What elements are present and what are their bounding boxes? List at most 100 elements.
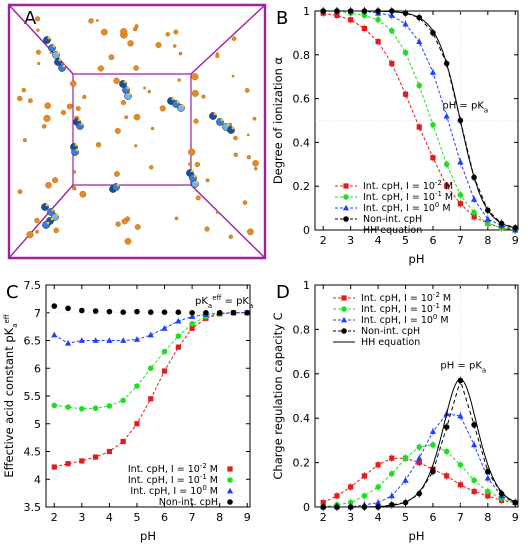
x-tick-label: 4 [375, 234, 382, 247]
panel-label-b: B [276, 8, 288, 29]
counterion-bead [75, 148, 79, 152]
data-point [106, 337, 113, 343]
ion-particle [133, 113, 141, 121]
x-tick-label: 9 [244, 511, 251, 524]
y-tick-label: 7.5 [24, 279, 42, 292]
effective-pka-panel: C 2 3 4 5 6 7 8 9 3.5 4 4.5 5 5.5 6 6.5 7 7.5 pH Effective… [2, 279, 253, 543]
data-point [147, 331, 154, 338]
legend-label: HH equation [361, 337, 420, 348]
ion-particle [215, 53, 220, 58]
ion-particle [70, 80, 77, 87]
ion-particle [75, 106, 81, 111]
ion-particle [133, 26, 138, 32]
counterion-bead [46, 221, 50, 225]
data-point [175, 309, 182, 315]
polymer-chain [167, 97, 185, 112]
y-tick-label: 3.5 [24, 501, 42, 514]
ion-particle [35, 16, 41, 22]
counterion-bead [45, 203, 49, 207]
x-tick-label: 2 [320, 234, 327, 247]
counterion-bead [231, 126, 235, 130]
x-axis-label: pH [140, 529, 156, 543]
y-axis-label: Effective acid constant pKaeff [2, 314, 19, 477]
data-point [120, 337, 127, 343]
polymer-chain [70, 143, 79, 156]
y-axis-label: Charge regulation capacity C [271, 312, 285, 479]
legend-item: Int. cpH, I = 100 M [333, 313, 449, 326]
legend-marker [343, 194, 349, 200]
counterion-bead [116, 183, 120, 187]
legend-item: Non-int. cpH [335, 214, 422, 225]
plot-frame [314, 284, 519, 508]
hh-curve [315, 10, 516, 229]
data-point [189, 325, 195, 331]
series-line [54, 312, 248, 344]
counterion-bead [58, 58, 62, 62]
data-point [161, 348, 168, 355]
data-point [161, 309, 168, 315]
polymer-chain [119, 80, 132, 100]
data-point [134, 383, 140, 389]
ion-particle [215, 210, 219, 214]
ion-particle [17, 95, 23, 102]
legend-label: Int. cpH, I = 10-1 M [128, 473, 218, 486]
y-tick-label: 0.6 [293, 93, 311, 106]
y-tick-label: 0.4 [293, 412, 311, 425]
x-tick-label: 5 [402, 234, 409, 247]
ion-particle [71, 185, 76, 190]
ion-particle [79, 190, 87, 198]
x-tick-label: 3 [347, 234, 354, 247]
y-tick-label: 0.2 [293, 457, 311, 470]
counterion-bead [80, 122, 84, 126]
legend-label: Non-int. cpH [361, 326, 420, 337]
data-point [161, 324, 168, 331]
series-5 [315, 10, 516, 229]
legend-label: Int. cpH, I = 10-2 M [128, 462, 218, 475]
counterion-bead [126, 86, 130, 90]
ion-particle [35, 229, 39, 234]
ion-particle [191, 73, 199, 81]
charge-regulation-panel: D 2 3 4 5 6 7 8 9 0 0.2 0.4 0.6 0.8 1 pH Charge regulat… [271, 279, 519, 543]
ion-particle [143, 86, 146, 90]
legend-marker [227, 477, 233, 483]
counterion-bead [213, 112, 217, 116]
legend-item: Int. cpH, I = 100 M [130, 484, 234, 497]
data-point [79, 307, 85, 314]
legend-marker [343, 216, 349, 222]
counterion-bead [171, 97, 175, 101]
x-tick-label: 2 [320, 511, 327, 524]
legend-item: Non-int. cpH [159, 497, 233, 508]
y-axis-label: Degree of ionization α [271, 56, 285, 184]
ion-particle [231, 74, 235, 78]
pka-annotation: pKaeff = pKa [195, 294, 253, 310]
ion-particle [44, 102, 51, 109]
legend-label: Int. cpH, I = 100 M [130, 484, 218, 497]
ion-particle [37, 61, 41, 66]
ion-particle [88, 18, 94, 24]
ion-particle [95, 19, 99, 22]
ion-particle [97, 65, 104, 72]
ion-particle [113, 77, 120, 84]
ion-particle [155, 42, 162, 48]
legend-label: HH equation [363, 225, 422, 236]
ion-particle [188, 148, 196, 156]
x-tick-label: 6 [429, 511, 436, 524]
ion-particle [121, 218, 128, 225]
ion-particle [165, 32, 171, 37]
data-point [148, 396, 154, 402]
counterion-bead [128, 92, 132, 96]
ion-particle [193, 118, 199, 124]
ion-particle [70, 104, 73, 108]
box-edge [190, 184, 266, 259]
ion-particle [231, 36, 237, 41]
panel-label-d: D [276, 282, 290, 303]
ion-particle [233, 135, 238, 141]
legend-marker [342, 204, 350, 211]
x-tick-label: 8 [484, 234, 491, 247]
ion-particle [204, 226, 210, 232]
data-point [65, 305, 71, 312]
polyelectrolyte-chains [41, 36, 235, 229]
polymer-chain [209, 112, 235, 134]
y-tick-label: 1 [303, 5, 310, 18]
ion-particle [127, 40, 134, 47]
